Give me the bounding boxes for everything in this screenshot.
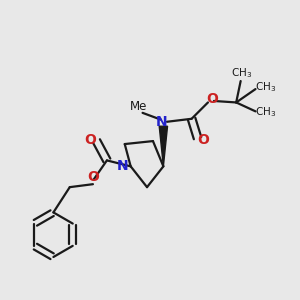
Text: O: O: [84, 133, 96, 147]
Text: CH$_3$: CH$_3$: [255, 81, 276, 94]
Text: O: O: [198, 134, 209, 148]
Polygon shape: [159, 126, 167, 166]
Text: O: O: [206, 92, 218, 106]
Text: CH$_3$: CH$_3$: [231, 66, 252, 80]
Text: O: O: [88, 170, 100, 184]
Text: N: N: [156, 116, 168, 129]
Text: CH$_3$: CH$_3$: [255, 105, 276, 119]
Text: Me: Me: [130, 100, 148, 113]
Text: N: N: [116, 159, 128, 173]
